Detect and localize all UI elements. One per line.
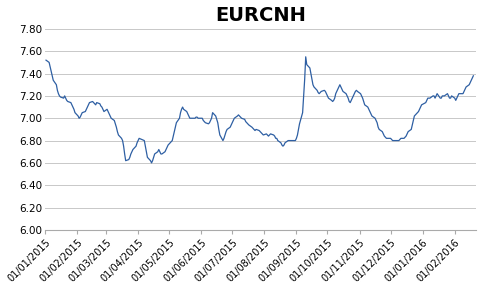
Title: EURCNH: EURCNH [215,5,306,25]
